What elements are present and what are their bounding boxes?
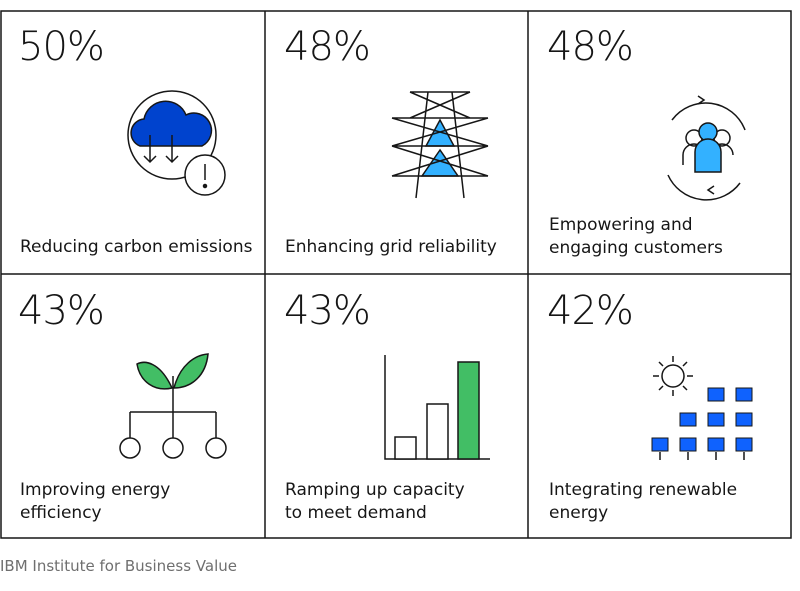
- label-line: efficiency: [20, 503, 102, 523]
- label-line: to meet demand: [285, 503, 427, 523]
- bars-icon: [384, 355, 490, 460]
- source-note: IBM Institute for Business Value: [0, 557, 237, 575]
- label-line: Improving energy: [20, 480, 171, 500]
- stat-label: Integrating renewable energy: [549, 479, 737, 525]
- stat-value: 43%: [18, 288, 105, 334]
- customers-icon: [667, 95, 746, 201]
- stat-label: Ramping up capacity to meet demand: [285, 479, 465, 525]
- stat-value: 50%: [18, 24, 105, 70]
- plant-icon: [119, 353, 227, 459]
- label-line: Reducing carbon emissions: [20, 237, 253, 257]
- stat-label: Empowering and engaging customers: [549, 214, 723, 260]
- label-line: Ramping up capacity: [285, 480, 465, 500]
- solar-icon: [651, 356, 753, 460]
- stat-label: Reducing carbon emissions: [20, 236, 252, 259]
- stat-value: 48%: [547, 24, 634, 70]
- label-line: energy: [549, 503, 609, 523]
- stat-label: Enhancing grid reliability: [285, 236, 497, 259]
- label-line: Empowering and: [549, 215, 693, 235]
- stat-value: 43%: [284, 288, 371, 334]
- stat-label: Improving energy efficiency: [20, 479, 170, 525]
- cloud-icon: [127, 90, 226, 196]
- label-line: Enhancing grid reliability: [285, 237, 497, 257]
- label-line: Integrating renewable: [549, 480, 738, 500]
- stat-value: 48%: [284, 24, 371, 70]
- tower-icon: [391, 91, 489, 199]
- label-line: engaging customers: [549, 238, 723, 258]
- stat-value: 42%: [547, 288, 634, 334]
